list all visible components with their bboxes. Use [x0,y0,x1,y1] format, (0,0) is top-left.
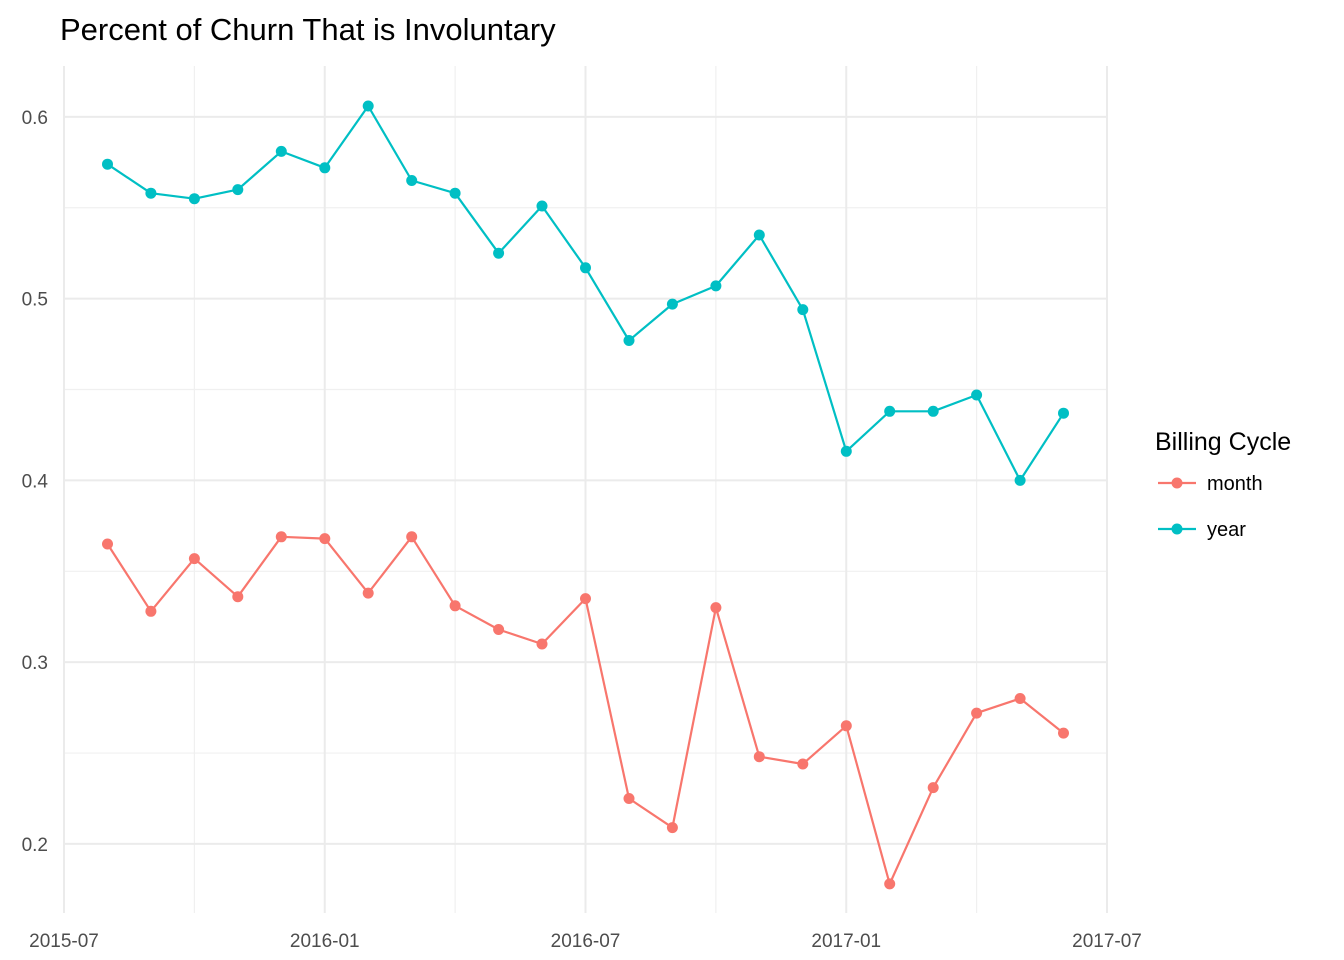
data-point-year [406,175,418,186]
data-point-month [493,624,505,635]
data-point-month [623,793,635,804]
x-tick-label: 2016-07 [551,931,621,952]
x-tick-label: 2016-01 [290,931,360,952]
data-point-year [449,187,461,199]
data-point-month [884,878,896,890]
data-point-year [884,405,896,417]
x-tick-label: 2017-07 [1072,931,1142,952]
data-point-year [797,304,809,316]
data-point-year [1058,407,1069,419]
data-point-year [536,200,548,212]
y-tick-label: 0.3 [22,653,48,674]
data-point-year [666,298,678,310]
data-point-year [145,187,157,199]
grid-major [63,66,1108,913]
data-point-year [493,247,505,259]
data-point-year [623,335,635,346]
legend-label-month: month [1207,473,1263,495]
data-point-month [710,602,722,614]
data-point-year [1014,474,1026,486]
data-point-month [275,531,287,543]
data-point-month [188,553,200,565]
data-point-month [971,707,983,719]
data-point-year [580,262,591,274]
data-point-year [232,184,244,196]
legend-title: Billing Cycle [1155,428,1291,456]
data-point-month [536,638,548,650]
data-point-year [927,405,939,417]
y-tick-labels: 0.2 0.3 0.4 0.5 0.6 [22,108,49,856]
data-point-year [362,100,374,112]
data-point-month [840,720,852,732]
data-point-month [406,531,418,543]
data-point-month [753,751,765,763]
data-point-month [580,593,591,605]
data-point-year [319,162,331,174]
y-tick-label: 0.6 [22,108,48,129]
data-point-year [275,145,287,157]
data-point-month [145,605,157,617]
data-point-month [666,822,678,834]
data-point-month [1058,727,1069,739]
y-tick-label: 0.5 [22,290,48,311]
chart-title: Percent of Churn That is Involuntary [60,12,556,47]
data-point-month [102,538,113,550]
data-point-year [971,389,983,401]
series-layer [102,100,1069,890]
data-point-year [188,193,200,205]
data-point-month [1014,693,1026,704]
legend-label-year: year [1207,519,1246,541]
data-point-month [362,587,374,599]
x-tick-label: 2017-01 [811,931,881,952]
y-tick-label: 0.4 [22,471,49,492]
data-point-year [710,280,722,292]
data-point-month [319,533,331,545]
data-point-month [232,591,244,603]
y-tick-label: 0.2 [22,835,48,856]
data-point-month [927,782,939,794]
legend-key-point-year [1171,523,1183,535]
legend-key-point-month [1171,477,1183,489]
x-tick-labels: 2015-07 2016-01 2016-07 2017-01 2017-07 [29,931,1142,952]
data-point-year [102,158,113,170]
x-tick-label: 2015-07 [29,931,99,952]
data-point-year [840,445,852,457]
data-point-year [753,229,765,241]
data-point-month [797,758,809,770]
data-point-month [449,600,461,612]
legend: Billing Cycle month year [1155,428,1291,541]
